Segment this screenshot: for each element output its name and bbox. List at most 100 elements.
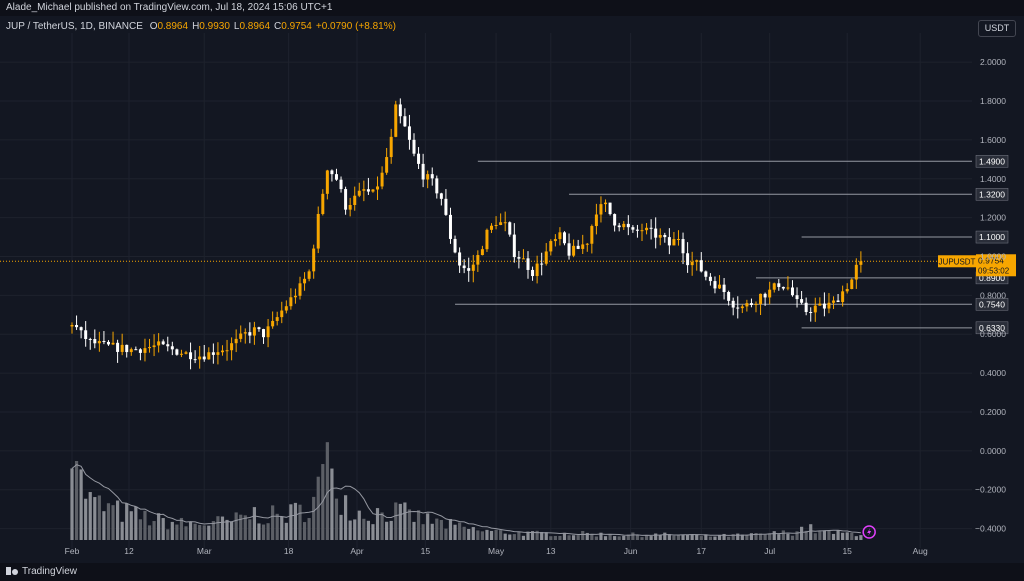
candle-body [695, 260, 699, 262]
candle-body [435, 178, 439, 194]
volume-bar [111, 505, 115, 540]
volume-ma-line [71, 464, 861, 536]
candle-body [211, 352, 215, 355]
candle-body [749, 303, 753, 305]
level-label: 0.7540 [979, 299, 1005, 309]
volume-bar [407, 509, 412, 540]
candle-body [722, 284, 726, 293]
candle-body [635, 229, 639, 231]
candle-body [316, 213, 320, 249]
candle-body [809, 312, 813, 314]
ohlc-item: L0.8964 [234, 21, 270, 32]
candle-body [252, 327, 256, 336]
price-chart[interactable]: 1.4900 1.3200 1.1000 0.8900 0.7540 0.6330 JUPU… [0, 0, 1024, 563]
y-tick-label: 1.2000 [980, 213, 1006, 223]
candle-body [822, 303, 826, 309]
candle-body [262, 329, 266, 338]
volume-bar [599, 532, 603, 540]
candle-body [97, 341, 101, 344]
candle-body [198, 356, 202, 360]
volume-bar [348, 520, 352, 540]
publisher-bar: Alade_Michael published on TradingView.c… [0, 0, 1024, 16]
candle-body [330, 170, 334, 175]
volume-bar [261, 524, 266, 540]
volume-bar [558, 535, 562, 540]
candle-body [266, 326, 270, 338]
candlesticks [70, 98, 863, 370]
x-tick-label: Feb [65, 546, 80, 556]
publisher-line: Alade_Michael published on TradingView.c… [6, 2, 333, 13]
candle-body [426, 174, 430, 180]
candle-body [535, 263, 539, 277]
candle-body [626, 223, 630, 228]
volume-bar [644, 535, 649, 540]
candle-body [508, 222, 512, 235]
ohlc-value: +0.0790 (+8.81%) [315, 21, 396, 32]
symbol-badge [938, 255, 976, 268]
ohlc-key: O [149, 21, 158, 32]
volume-bar [193, 523, 197, 540]
lightning-bolt [867, 528, 872, 536]
volume-bar [795, 531, 799, 540]
volume-bar [713, 536, 717, 540]
volume-bar [471, 527, 475, 540]
candle-body [676, 239, 680, 241]
candle-body [631, 227, 635, 230]
candle-body [480, 249, 484, 256]
lightning-icon [862, 525, 876, 539]
volume-bar [166, 529, 170, 540]
candle-body [307, 271, 311, 279]
volume-bar [722, 533, 726, 540]
ohlc-key: C [274, 21, 282, 32]
volume-bar [330, 468, 334, 540]
candle-body [777, 283, 781, 287]
candle-body [243, 332, 247, 334]
y-tick-label: 0.8000 [980, 290, 1006, 300]
candle-body [759, 293, 763, 305]
candle-body [649, 227, 653, 229]
volume-bar [88, 492, 92, 540]
volume-bar [207, 525, 211, 540]
volume-bar [134, 506, 138, 540]
candle-body [544, 251, 548, 264]
volume-bar [758, 533, 763, 540]
candle-body [344, 189, 348, 210]
tradingview-brand[interactable]: TradingView [6, 566, 77, 577]
volume-bar [216, 516, 220, 540]
level-label: 1.3200 [979, 189, 1005, 199]
volume-bar [818, 531, 822, 540]
x-tick-label: 13 [546, 546, 556, 556]
volume-bar [385, 521, 389, 540]
volume-bar [581, 530, 585, 540]
volume-bar [375, 508, 380, 540]
volume-bar [389, 520, 393, 540]
candle-body [102, 341, 106, 343]
volume-bar [198, 525, 202, 540]
volume-bar [152, 521, 156, 540]
volume-bar [184, 526, 188, 540]
candle-body [672, 239, 676, 246]
candle-body [166, 344, 170, 347]
candle-body [690, 261, 694, 266]
candle-body [558, 232, 562, 240]
volume-bar [74, 460, 79, 540]
candle-body [289, 297, 293, 307]
volume-bar [79, 469, 83, 540]
volume-bar [116, 500, 120, 540]
volume-bar [626, 534, 630, 540]
candle-body [407, 126, 411, 140]
volume-bar [603, 536, 608, 540]
candle-body [590, 226, 594, 244]
candle-body [389, 136, 393, 158]
candle-body [430, 174, 434, 179]
volume-bar [754, 533, 758, 540]
ohlc-key: H [192, 21, 200, 32]
volume-bar [312, 496, 316, 540]
y-tick-label: −0.4000 [975, 524, 1006, 534]
volume-bar [339, 514, 343, 540]
volume-bar [567, 535, 571, 540]
currency-selector[interactable]: USDT [978, 20, 1016, 37]
volume-bar [93, 497, 97, 540]
volume-bar [786, 533, 790, 540]
volume-bar [809, 524, 813, 540]
